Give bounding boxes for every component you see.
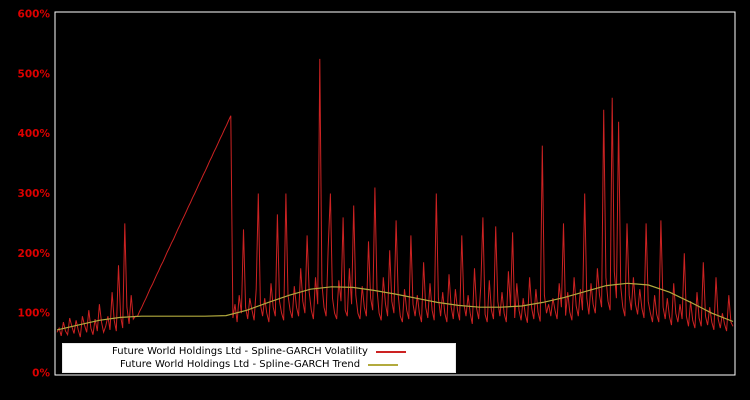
legend-label-trend: Future World Holdings Ltd - Spline-GARCH… — [119, 359, 361, 370]
y-axis-tick-label: 0% — [32, 368, 50, 380]
legend-label-volatility: Future World Holdings Ltd - Spline-GARCH… — [112, 346, 368, 357]
legend: Future World Holdings Ltd - Spline-GARCH… — [62, 343, 456, 373]
volatility-series-line — [56, 58, 734, 338]
legend-item-trend: Future World Holdings Ltd - Spline-GARCH… — [67, 358, 451, 371]
legend-line-sample-trend-icon — [368, 363, 399, 366]
y-axis-tick-label: 200% — [18, 248, 51, 260]
trend-series-line — [56, 282, 734, 331]
y-axis-tick-label: 600% — [18, 9, 51, 21]
legend-item-volatility: Future World Holdings Ltd - Spline-GARCH… — [67, 345, 451, 358]
plot-frame — [54, 11, 736, 376]
y-axis-tick-label: 400% — [18, 128, 51, 140]
y-axis-tick-label: 100% — [18, 308, 51, 320]
y-axis-tick-label: 300% — [18, 188, 51, 200]
legend-line-sample-volatility-icon — [375, 350, 406, 353]
y-axis-tick-label: 500% — [18, 68, 51, 80]
